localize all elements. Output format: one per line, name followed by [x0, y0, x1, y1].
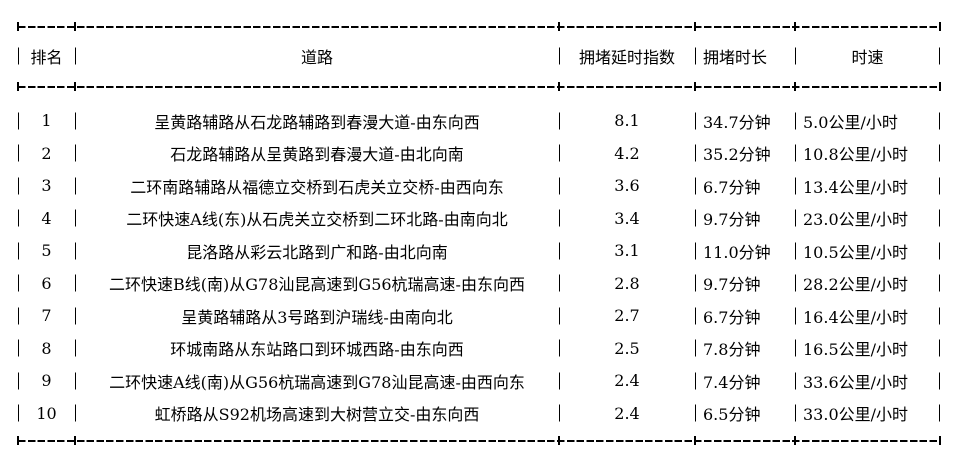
cell-speed: 33.0公里/小时: [795, 397, 940, 430]
cell-duration: 9.7分钟: [695, 267, 795, 300]
cell-speed: 33.6公里/小时: [795, 364, 940, 397]
cell-delay-index: 3.4: [559, 202, 695, 235]
table-bottom-border: [17, 436, 941, 446]
column-header-delay-index: 拥堵延时指数: [559, 26, 695, 86]
cell-road: 呈黄路辅路从3号路到沪瑞线-由南向北: [75, 299, 559, 332]
cell-road: 二环快速A线(南)从G56杭瑞高速到G78汕昆高速-由西向东: [75, 364, 559, 397]
table-row: 1 呈黄路辅路从石龙路辅路到春漫大道-由东向西 8.1 34.7分钟 5.0公里/小时: [18, 104, 940, 137]
cell-delay-index: 8.1: [559, 104, 695, 137]
border-cross-tick: [558, 82, 560, 92]
table-body: 1 呈黄路辅路从石龙路辅路到春漫大道-由东向西 8.1 34.7分钟 5.0公里/小时 2…: [18, 26, 940, 442]
cell-duration: 9.7分钟: [695, 202, 795, 235]
border-cross-tick: [939, 22, 941, 32]
border-cross-tick: [794, 82, 796, 92]
column-header-road: 道路: [75, 26, 559, 86]
border-cross-tick: [794, 436, 796, 446]
table-row: 7 呈黄路辅路从3号路到沪瑞线-由南向北 2.7 6.7分钟 16.4公里/小时: [18, 299, 940, 332]
table-row: 4 二环快速A线(东)从石虎关立交桥到二环北路-由南向北 3.4 9.7分钟 23.0公…: [18, 202, 940, 235]
border-cross-tick: [17, 82, 19, 92]
cell-speed: 23.0公里/小时: [795, 202, 940, 235]
cell-speed: 28.2公里/小时: [795, 267, 940, 300]
cell-road: 呈黄路辅路从石龙路辅路到春漫大道-由东向西: [75, 104, 559, 137]
cell-duration: 7.8分钟: [695, 332, 795, 365]
border-cross-tick: [939, 82, 941, 92]
cell-duration: 6.5分钟: [695, 397, 795, 430]
cell-rank: 6: [18, 267, 75, 300]
cell-delay-index: 2.5: [559, 332, 695, 365]
cell-speed: 10.8公里/小时: [795, 137, 940, 170]
cell-rank: 3: [18, 169, 75, 202]
cell-rank: 7: [18, 299, 75, 332]
table-row: 5 昆洛路从彩云北路到广和路-由北向南 3.1 11.0分钟 10.5公里/小时: [18, 234, 940, 267]
border-cross-tick: [694, 436, 696, 446]
cell-rank: 4: [18, 202, 75, 235]
column-header-speed: 时速: [795, 26, 940, 86]
header-separator-border: [17, 82, 941, 92]
cell-speed: 13.4公里/小时: [795, 169, 940, 202]
cell-delay-index: 2.4: [559, 364, 695, 397]
border-cross-tick: [74, 436, 76, 446]
cell-speed: 16.4公里/小时: [795, 299, 940, 332]
cell-rank: 8: [18, 332, 75, 365]
table-row: 6 二环快速B线(南)从G78汕昆高速到G56杭瑞高速-由东向西 2.8 9.7分钟 2…: [18, 267, 940, 300]
cell-speed: 16.5公里/小时: [795, 332, 940, 365]
cell-rank: 10: [18, 397, 75, 430]
cell-delay-index: 3.6: [559, 169, 695, 202]
cell-road: 二环南路辅路从福德立交桥到石虎关立交桥-由西向东: [75, 169, 559, 202]
cell-speed: 10.5公里/小时: [795, 234, 940, 267]
border-cross-tick: [939, 436, 941, 446]
cell-delay-index: 2.8: [559, 267, 695, 300]
cell-rank: 9: [18, 364, 75, 397]
cell-delay-index: 4.2: [559, 137, 695, 170]
table-row: 2 石龙路辅路从呈黄路到春漫大道-由北向南 4.2 35.2分钟 10.8公里/小时: [18, 137, 940, 170]
cell-duration: 6.7分钟: [695, 169, 795, 202]
cell-road: 昆洛路从彩云北路到广和路-由北向南: [75, 234, 559, 267]
table-row: 10 虹桥路从S92机场高速到大树营立交-由东向西 2.4 6.5分钟 33.0公里/小…: [18, 397, 940, 430]
cell-duration: 35.2分钟: [695, 137, 795, 170]
cell-road: 二环快速A线(东)从石虎关立交桥到二环北路-由南向北: [75, 202, 559, 235]
cell-rank: 1: [18, 104, 75, 137]
border-cross-tick: [17, 436, 19, 446]
cell-road: 二环快速B线(南)从G78汕昆高速到G56杭瑞高速-由东向西: [75, 267, 559, 300]
table-row: 9 二环快速A线(南)从G56杭瑞高速到G78汕昆高速-由西向东 2.4 7.4分钟 3…: [18, 364, 940, 397]
cell-duration: 7.4分钟: [695, 364, 795, 397]
cell-rank: 2: [18, 137, 75, 170]
border-cross-tick: [74, 82, 76, 92]
cell-duration: 34.7分钟: [695, 104, 795, 137]
table-header-row: 排名 道路 拥堵延时指数 拥堵时长 时速: [18, 26, 940, 86]
border-cross-tick: [694, 82, 696, 92]
cell-road: 石龙路辅路从呈黄路到春漫大道-由北向南: [75, 137, 559, 170]
cell-duration: 11.0分钟: [695, 234, 795, 267]
border-cross-tick: [558, 436, 560, 446]
cell-delay-index: 2.4: [559, 397, 695, 430]
cell-delay-index: 3.1: [559, 234, 695, 267]
table-row: 3 二环南路辅路从福德立交桥到石虎关立交桥-由西向东 3.6 6.7分钟 13.4公里/…: [18, 169, 940, 202]
cell-road: 环城南路从东站路口到环城西路-由东向西: [75, 332, 559, 365]
congestion-ranking-table: 排名 道路 拥堵延时指数 拥堵时长 时速 1 呈黄路辅路从石龙路辅路到春漫大道-由…: [17, 22, 941, 446]
cell-speed: 5.0公里/小时: [795, 104, 940, 137]
cell-duration: 6.7分钟: [695, 299, 795, 332]
column-header-duration: 拥堵时长: [695, 26, 795, 86]
table-row: 8 环城南路从东站路口到环城西路-由东向西 2.5 7.8分钟 16.5公里/小时: [18, 332, 940, 365]
cell-rank: 5: [18, 234, 75, 267]
cell-road: 虹桥路从S92机场高速到大树营立交-由东向西: [75, 397, 559, 430]
cell-delay-index: 2.7: [559, 299, 695, 332]
column-header-rank: 排名: [18, 26, 75, 86]
